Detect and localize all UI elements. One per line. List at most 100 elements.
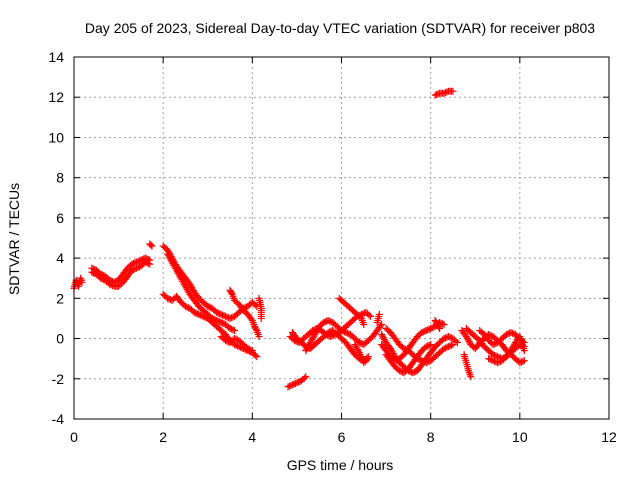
data-point <box>141 258 149 266</box>
data-point <box>228 325 236 333</box>
data-point <box>338 327 345 335</box>
data-point <box>252 325 260 333</box>
data-point <box>183 303 191 311</box>
data-point <box>343 329 351 337</box>
data-point <box>491 351 499 359</box>
data-point <box>355 339 363 347</box>
data-point <box>97 274 105 282</box>
data-point <box>494 353 502 361</box>
data-point <box>324 329 332 337</box>
data-point <box>486 331 494 339</box>
data-point <box>226 314 234 322</box>
data-point <box>449 87 457 95</box>
data-point <box>198 312 206 320</box>
data-point <box>248 347 256 355</box>
x-tick-label: 2 <box>159 429 167 445</box>
data-point <box>442 344 450 352</box>
data-point <box>445 343 452 351</box>
data-point <box>147 241 155 249</box>
data-point <box>134 263 142 271</box>
data-point <box>326 317 334 325</box>
data-point <box>446 333 454 341</box>
data-point <box>78 278 86 286</box>
data-point <box>205 303 213 311</box>
data-point <box>377 322 385 330</box>
y-tick-label: 6 <box>56 210 64 226</box>
data-point <box>128 266 136 274</box>
data-point <box>217 310 225 318</box>
x-tick-label: 4 <box>248 429 256 445</box>
data-point <box>489 357 497 365</box>
data-point <box>520 347 528 355</box>
data-point <box>418 357 426 365</box>
data-point <box>253 353 261 361</box>
data-point <box>361 309 369 317</box>
data-point <box>128 260 136 268</box>
data-point <box>226 325 234 332</box>
data-point <box>516 359 524 367</box>
y-tick-label: -2 <box>52 371 65 387</box>
data-point <box>231 327 238 335</box>
data-point <box>443 88 451 96</box>
data-point <box>492 352 500 360</box>
data-point <box>229 326 237 334</box>
data-point <box>440 320 448 328</box>
data-point <box>342 329 350 337</box>
data-point <box>422 327 430 335</box>
data-point <box>436 325 444 332</box>
data-point <box>449 341 457 349</box>
data-point <box>214 309 222 317</box>
data-point <box>233 342 241 350</box>
data-point <box>324 316 332 324</box>
data-point <box>439 320 447 328</box>
data-point <box>231 335 238 343</box>
data-point <box>137 256 145 264</box>
data-point <box>204 302 212 310</box>
data-point <box>452 337 460 345</box>
data-point <box>328 332 336 340</box>
data-point <box>442 89 450 97</box>
data-point <box>196 311 204 319</box>
data-point <box>131 259 139 267</box>
data-point <box>214 317 222 325</box>
data-point <box>507 329 515 337</box>
data-point <box>488 356 496 364</box>
data-point <box>321 318 329 326</box>
data-point <box>424 342 432 350</box>
data-point <box>244 345 252 353</box>
data-point <box>192 309 200 317</box>
data-point <box>326 333 334 341</box>
y-tick-label: 10 <box>48 129 64 145</box>
data-point <box>88 268 96 276</box>
data-point <box>424 326 432 334</box>
data-point <box>245 345 253 353</box>
data-point <box>195 310 203 318</box>
y-axis-label: SDTVAR / TECUs <box>6 183 22 295</box>
data-point <box>143 259 151 267</box>
data-point <box>425 341 433 349</box>
data-point <box>428 324 436 332</box>
data-point <box>519 357 527 365</box>
data-point <box>366 312 374 320</box>
data-point <box>442 334 450 342</box>
data-point <box>489 341 497 349</box>
y-tick-label: 0 <box>56 331 64 347</box>
data-point <box>228 289 236 297</box>
data-point <box>109 282 117 290</box>
data-point <box>440 89 448 97</box>
data-point <box>131 265 139 273</box>
data-point <box>193 310 201 318</box>
data-point <box>235 343 243 351</box>
data-point <box>288 381 296 389</box>
data-point <box>365 311 373 319</box>
data-point <box>247 315 255 323</box>
data-point <box>284 383 292 391</box>
x-tick-label: 12 <box>601 429 617 445</box>
data-point <box>422 359 430 367</box>
data-point <box>431 91 439 99</box>
data-point <box>517 358 525 366</box>
data-point <box>219 319 227 327</box>
data-point <box>222 337 230 345</box>
data-point <box>199 312 207 320</box>
